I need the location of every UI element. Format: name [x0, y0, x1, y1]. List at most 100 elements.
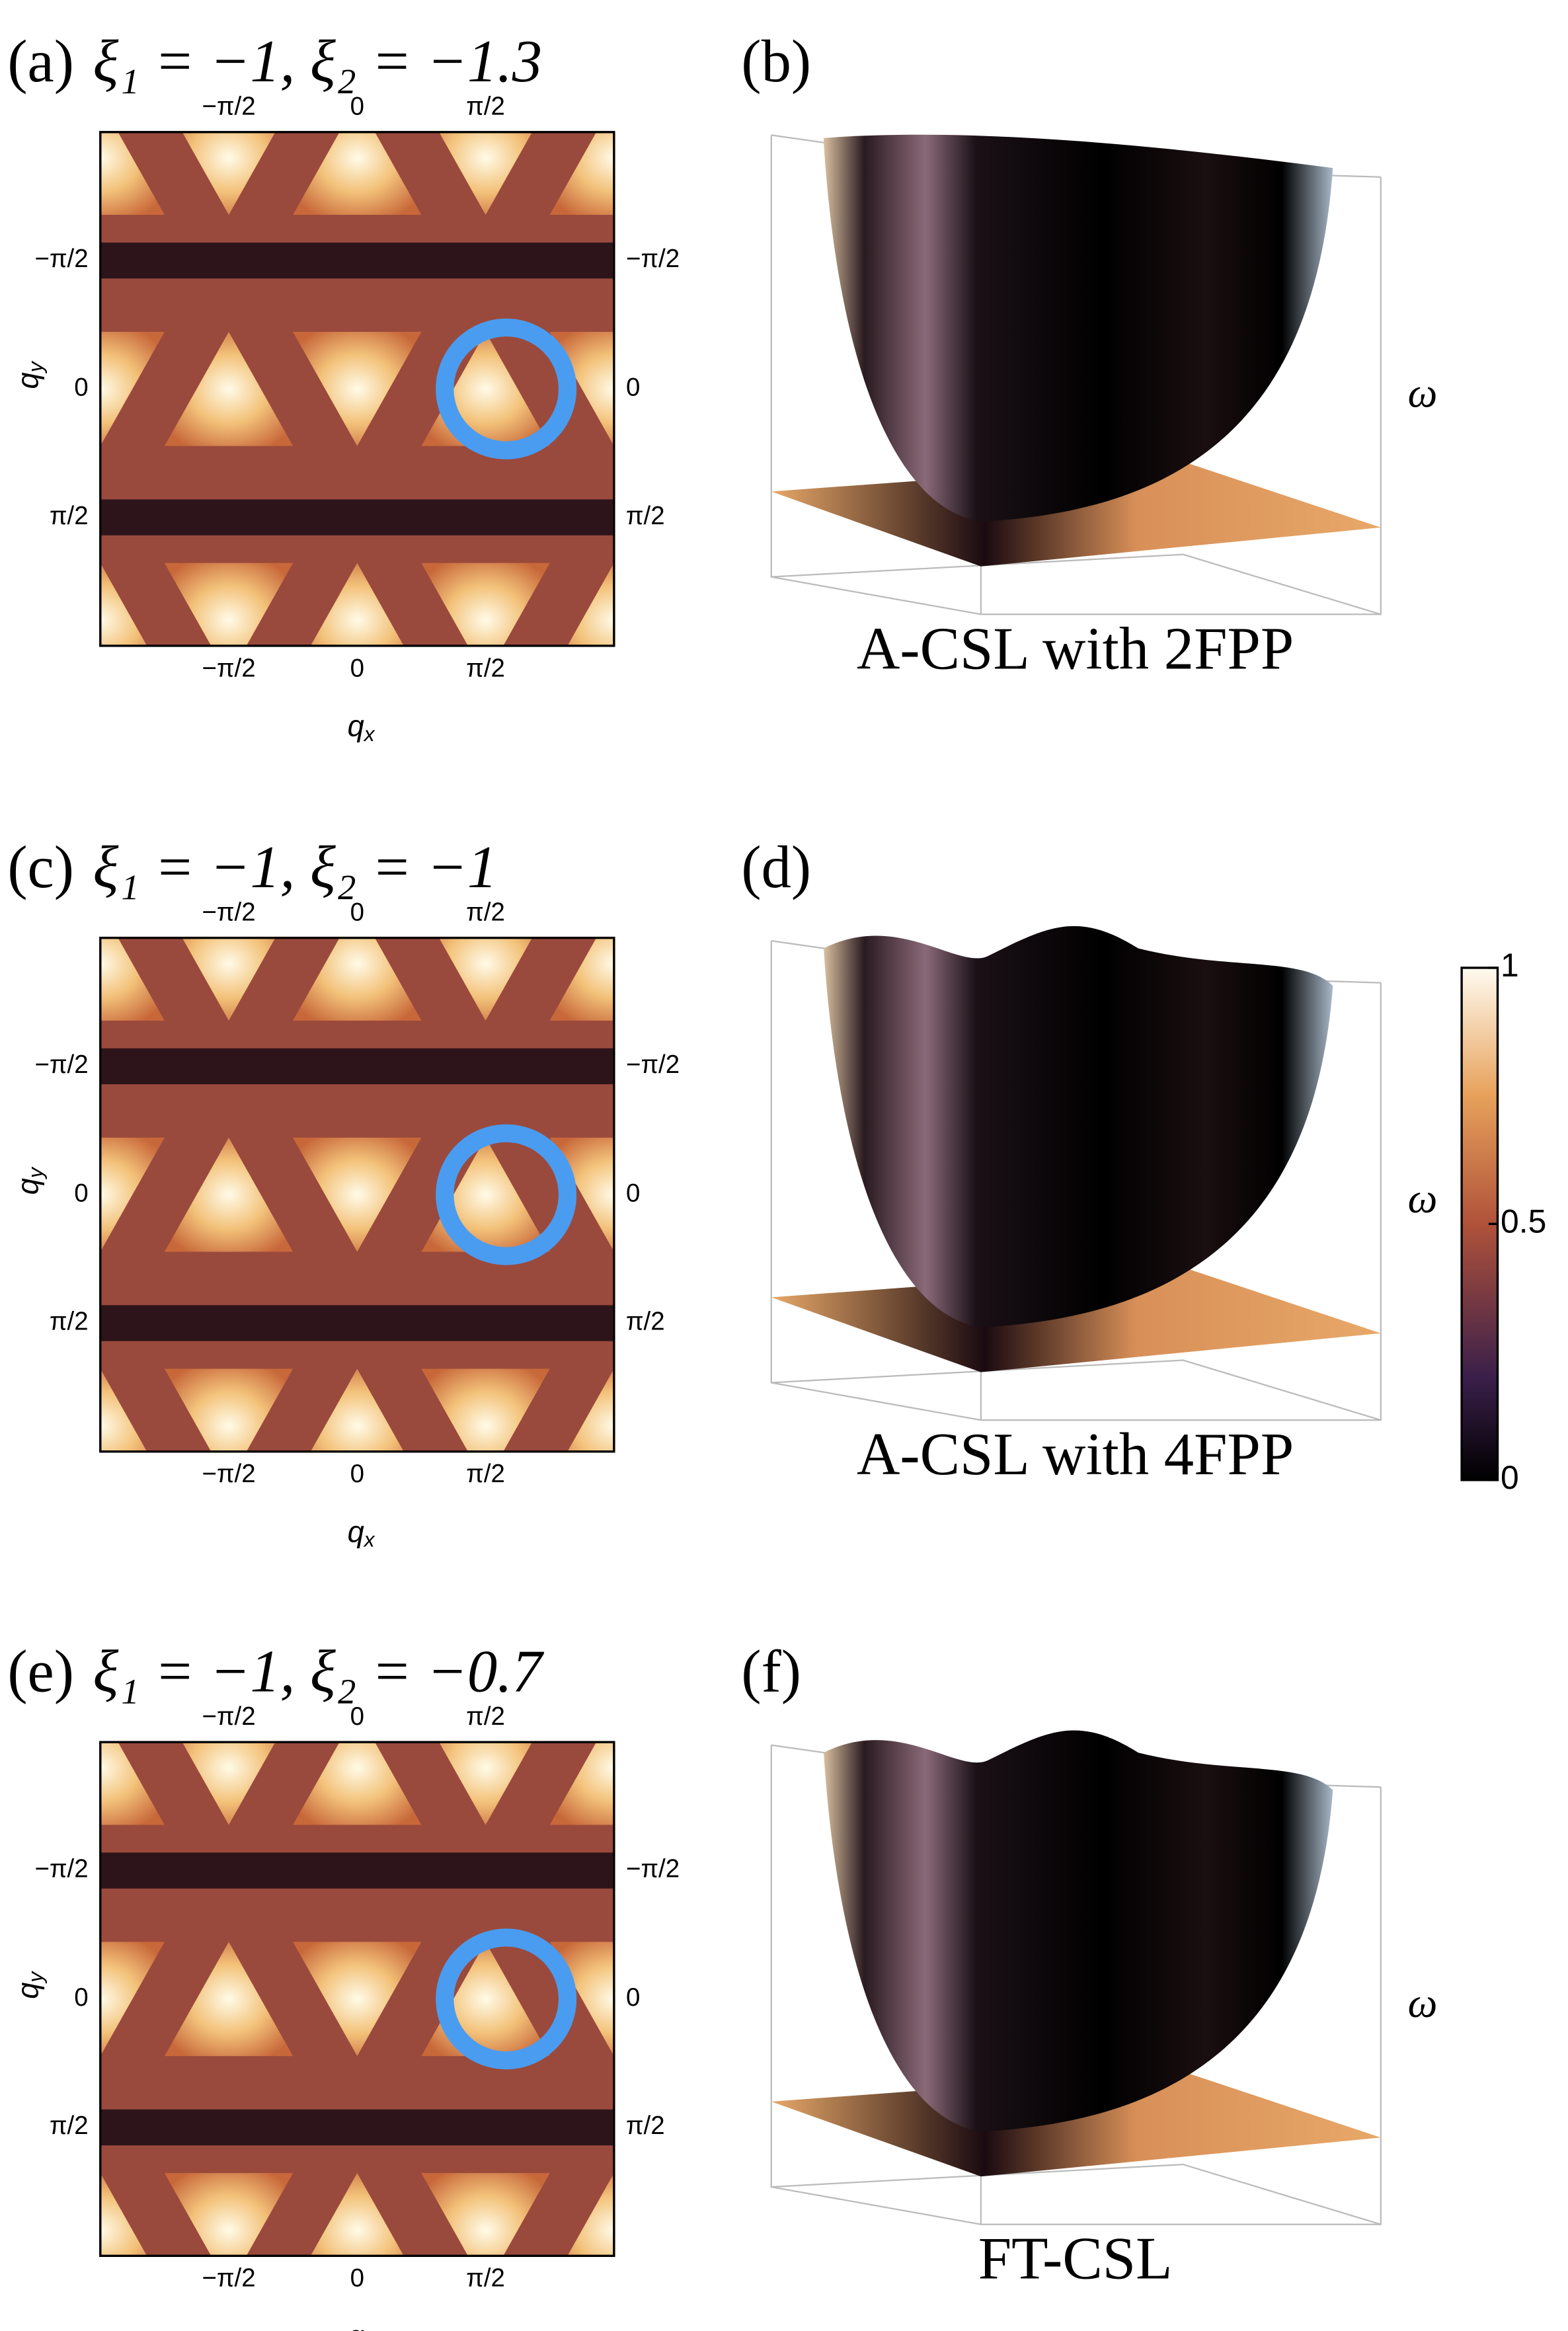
heatmap-body	[100, 937, 614, 1452]
dark-band	[100, 2109, 614, 2146]
bright-lobe	[421, 1368, 550, 1452]
bright-lobe	[293, 1942, 422, 2057]
bright-lobe	[549, 1742, 614, 1825]
y-tick-right: 0	[626, 1983, 640, 2012]
bright-lobe	[421, 563, 550, 646]
bright-lobe	[164, 331, 294, 446]
highlight-ring	[436, 1928, 577, 2070]
y-axis-sub: y	[24, 360, 48, 374]
x-axis-sub: x	[363, 1528, 375, 1552]
surface	[824, 1730, 1333, 2132]
bright-lobe	[100, 1742, 165, 1825]
z-axis-label: ω	[1408, 1979, 1438, 2026]
surface-plot: A-CSL with 2FPP ω	[770, 134, 1438, 682]
heatmap-body	[100, 132, 614, 646]
heatmap	[99, 1741, 615, 2257]
panel-label: (b)	[741, 28, 811, 95]
x-tick-bottom: 0	[350, 654, 364, 682]
surface	[824, 134, 1333, 522]
x-tick-top: π/2	[466, 898, 505, 927]
x-tick-top: −π/2	[202, 93, 255, 121]
surface-plot: A-CSL with 4FPP ω	[770, 926, 1437, 1487]
caption: A-CSL with 2FPP	[857, 615, 1294, 682]
bright-lobe	[310, 563, 404, 646]
x-tick-bottom: −π/2	[202, 1460, 255, 1488]
caption: FT-CSL	[978, 2225, 1173, 2292]
bright-lobe	[164, 1137, 294, 1252]
panel-label: (e)	[7, 1638, 74, 1705]
x-tick-top: 0	[350, 898, 364, 927]
colorbar-tick-label: 1	[1501, 947, 1519, 984]
y-tick-left: 0	[74, 373, 88, 401]
y-tick-left: −π/2	[35, 1050, 89, 1079]
bright-lobe	[549, 132, 614, 215]
x-axis-label: qx	[348, 709, 375, 746]
dark-band	[100, 1305, 614, 1341]
panel-title: ξ₁ = −1, ξ₂ = −1	[93, 834, 497, 900]
bright-lobe	[439, 937, 533, 1021]
panel-label: (f)	[741, 1638, 801, 1705]
bright-lobe	[100, 331, 165, 446]
colorbar-tick-label: 0	[1501, 1459, 1519, 1496]
y-tick-right: π/2	[626, 2112, 665, 2140]
y-tick-right: −π/2	[626, 1855, 680, 1883]
panel-label: (a)	[7, 28, 74, 95]
bright-lobe	[182, 937, 276, 1021]
x-tick-top: −π/2	[202, 1702, 255, 1731]
bright-lobe	[421, 2173, 550, 2256]
y-axis-sub: y	[24, 1971, 48, 1984]
y-axis-label: qy	[11, 360, 48, 389]
bright-lobe	[293, 1742, 422, 1825]
y-tick-right: π/2	[626, 1308, 665, 1336]
panel-label: (d)	[741, 834, 811, 900]
bright-lobe	[439, 132, 533, 215]
bright-lobe	[310, 1368, 404, 1452]
bright-lobe	[293, 937, 422, 1021]
surface	[824, 926, 1333, 1327]
bright-lobe	[100, 1368, 147, 1452]
panel-title: ξ₁ = −1, ξ₂ = −1.3	[93, 28, 542, 95]
heatmap-frame	[99, 131, 615, 647]
x-tick-bottom: −π/2	[202, 2264, 255, 2293]
bright-lobe	[100, 2173, 147, 2256]
heatmap	[99, 936, 615, 1453]
caption: A-CSL with 4FPP	[857, 1421, 1294, 1487]
bright-lobe	[549, 937, 614, 1021]
x-tick-top: π/2	[466, 93, 505, 121]
heatmap-body	[100, 1742, 614, 2256]
heatmap	[99, 131, 615, 647]
bright-lobe	[293, 331, 422, 446]
y-tick-right: 0	[626, 1179, 640, 1207]
y-tick-right: 0	[626, 373, 640, 401]
z-axis-label: ω	[1408, 369, 1438, 416]
x-tick-bottom: π/2	[466, 1460, 505, 1488]
dark-band	[100, 242, 614, 279]
y-tick-left: 0	[74, 1179, 88, 1207]
bright-lobe	[439, 1742, 533, 1825]
bright-lobe	[100, 132, 165, 215]
bright-lobe	[182, 132, 276, 215]
bright-lobe	[164, 563, 294, 646]
bright-lobe	[164, 1942, 294, 2057]
y-tick-left: π/2	[50, 502, 89, 530]
panel-label: (c)	[7, 834, 74, 900]
y-tick-left: 0	[74, 1983, 88, 2012]
highlight-ring	[436, 1124, 577, 1265]
panel-title: ξ₁ = −1, ξ₂ = −0.7	[93, 1638, 544, 1705]
highlight-ring	[436, 318, 577, 459]
bright-lobe	[164, 2173, 294, 2256]
heatmap-frame	[99, 936, 615, 1453]
x-tick-bottom: 0	[350, 1460, 364, 1488]
x-axis-sub: x	[363, 722, 375, 746]
x-tick-bottom: −π/2	[202, 654, 255, 682]
dark-band	[100, 1048, 614, 1085]
y-tick-left: π/2	[50, 2112, 89, 2140]
y-axis-sub: y	[24, 1166, 48, 1179]
x-tick-bottom: π/2	[466, 2264, 505, 2293]
x-tick-top: 0	[350, 93, 364, 121]
heatmap-frame	[99, 1741, 615, 2257]
x-axis-label: qx	[348, 1515, 375, 1552]
y-tick-left: π/2	[50, 1308, 89, 1336]
